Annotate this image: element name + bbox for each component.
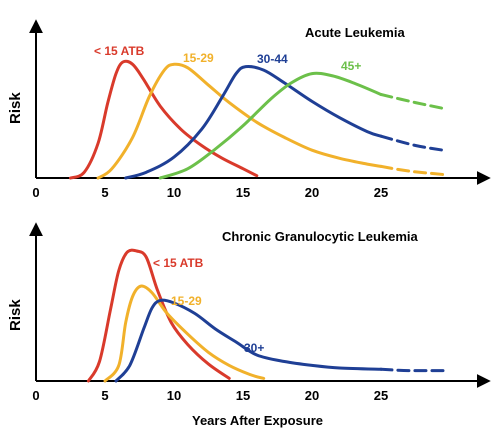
y-axis-label: Risk	[7, 299, 24, 331]
series-line-3-projected	[379, 93, 445, 110]
x-tick-label-0: 0	[32, 185, 39, 200]
series-line-0	[86, 248, 231, 383]
y-axis-label: Risk	[7, 92, 24, 124]
x-tick-label-10: 10	[167, 185, 181, 200]
x-tick-label-10: 10	[167, 388, 181, 403]
acute-leukemia-panel: Acute Leukemia Risk 0 5 10 15 20 25 < 15 ATB …	[7, 19, 491, 200]
series-line-1	[96, 62, 383, 180]
series-label-30-44: 30-44	[257, 52, 288, 66]
series-lines	[86, 248, 445, 383]
chronic-granulocytic-leukemia-panel: Chronic Granulocytic Leukemia Risk Years…	[7, 222, 491, 428]
x-tick-label-0: 0	[32, 388, 39, 403]
chart-title: Acute Leukemia	[305, 25, 405, 40]
x-tick-label-25: 25	[374, 388, 388, 403]
series-line-2	[124, 64, 383, 180]
x-tick-label-20: 20	[305, 388, 319, 403]
x-tick-labels: 0 5 10 15 20 25	[32, 388, 388, 403]
x-tick-label-5: 5	[101, 185, 108, 200]
x-axis-label: Years After Exposure	[192, 413, 323, 428]
series-line-2-projected	[379, 367, 445, 373]
series-label-45-plus: 45+	[341, 59, 361, 73]
series-label-15-29: 15-29	[171, 294, 202, 308]
series-label-30-plus: 30+	[244, 341, 264, 355]
x-tick-label-15: 15	[236, 185, 250, 200]
series-line-2	[114, 298, 383, 383]
series-label-under-15: < 15 ATB	[94, 44, 145, 58]
x-tick-label-5: 5	[101, 388, 108, 403]
chart-title: Chronic Granulocytic Leukemia	[222, 229, 419, 244]
series-line-1-projected	[379, 164, 445, 176]
series-label-under-15: < 15 ATB	[153, 256, 204, 270]
series-label-15-29: 15-29	[183, 51, 214, 65]
x-tick-label-20: 20	[305, 185, 319, 200]
x-tick-label-15: 15	[236, 388, 250, 403]
x-tick-labels: 0 5 10 15 20 25	[32, 185, 388, 200]
series-line-2-projected	[379, 134, 445, 152]
series-line-0	[69, 59, 259, 180]
series-line-3	[158, 71, 383, 180]
series-lines	[69, 59, 445, 180]
x-tick-label-25: 25	[374, 185, 388, 200]
